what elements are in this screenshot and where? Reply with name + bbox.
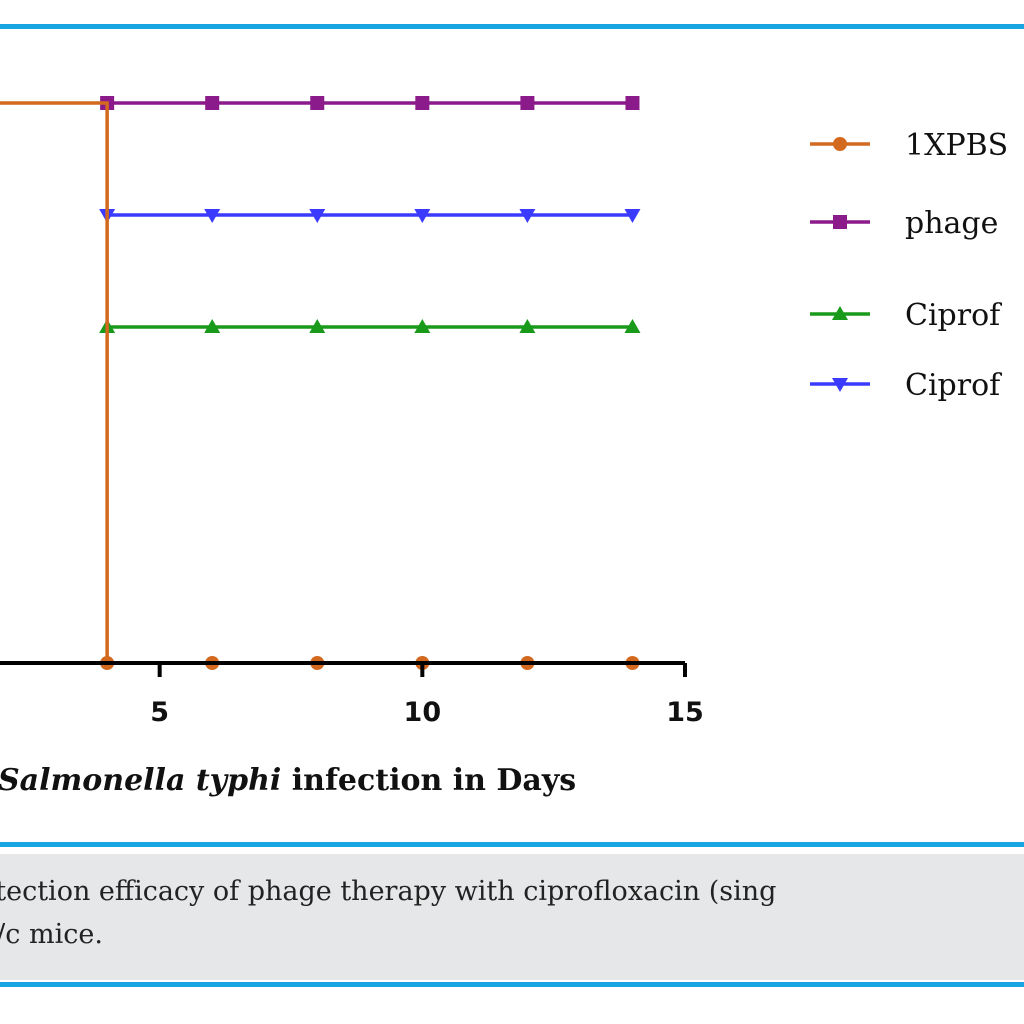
legend-label-0: 1XPBS bbox=[905, 128, 1008, 163]
series-2-point-4 bbox=[519, 319, 536, 333]
series-2-point-5 bbox=[624, 319, 641, 333]
series-3-point-1 bbox=[204, 209, 221, 223]
x-tick-label-2: 15 bbox=[666, 697, 704, 728]
figure-caption: otection efficacy of phage therapy with … bbox=[0, 854, 1024, 980]
series-2-point-1 bbox=[204, 319, 221, 333]
series-1-point-1 bbox=[205, 96, 220, 110]
legend-label-2: Ciprof bbox=[905, 298, 1002, 333]
legend-marker-1 bbox=[833, 215, 847, 229]
series-1-point-2 bbox=[310, 96, 325, 110]
x-axis-title-italic: Salmonella typhi bbox=[0, 763, 281, 798]
survival-chart: 5 10 15 1XPBS phage Ciprof Ciprof Salmonella … bbox=[0, 96, 1008, 798]
series-3-point-5 bbox=[624, 209, 641, 223]
caption-text: otection efficacy of phage therapy with … bbox=[0, 876, 777, 950]
legend-marker-2 bbox=[832, 306, 848, 320]
series-1-point-5 bbox=[625, 96, 640, 110]
series-1-point-4 bbox=[520, 96, 535, 110]
plot-area: 5 10 15 bbox=[0, 96, 704, 728]
x-axis-title: Salmonella typhi infection in Days bbox=[0, 763, 576, 798]
x-axis-title-rest: infection in Days bbox=[281, 763, 576, 798]
series-1-point-3 bbox=[415, 96, 430, 110]
series-3-point-3 bbox=[414, 209, 431, 223]
legend-label-3: Ciprof bbox=[905, 368, 1002, 403]
legend: 1XPBS phage Ciprof Ciprof bbox=[810, 128, 1008, 403]
series-line-0 bbox=[0, 101, 633, 665]
caption-bottom-rule bbox=[0, 982, 1024, 987]
x-tick-label-1: 10 bbox=[404, 697, 442, 728]
caption-top-rule bbox=[0, 842, 1024, 847]
legend-marker-0 bbox=[833, 137, 847, 151]
x-tick-label-0: 5 bbox=[150, 697, 169, 728]
legend-label-1: phage bbox=[905, 206, 998, 241]
series-3-point-2 bbox=[309, 209, 326, 223]
series-2-point-3 bbox=[414, 319, 431, 333]
series-2-point-2 bbox=[309, 319, 326, 333]
top-rule bbox=[0, 24, 1024, 29]
legend-marker-3 bbox=[832, 378, 848, 392]
series-3-point-4 bbox=[519, 209, 536, 223]
